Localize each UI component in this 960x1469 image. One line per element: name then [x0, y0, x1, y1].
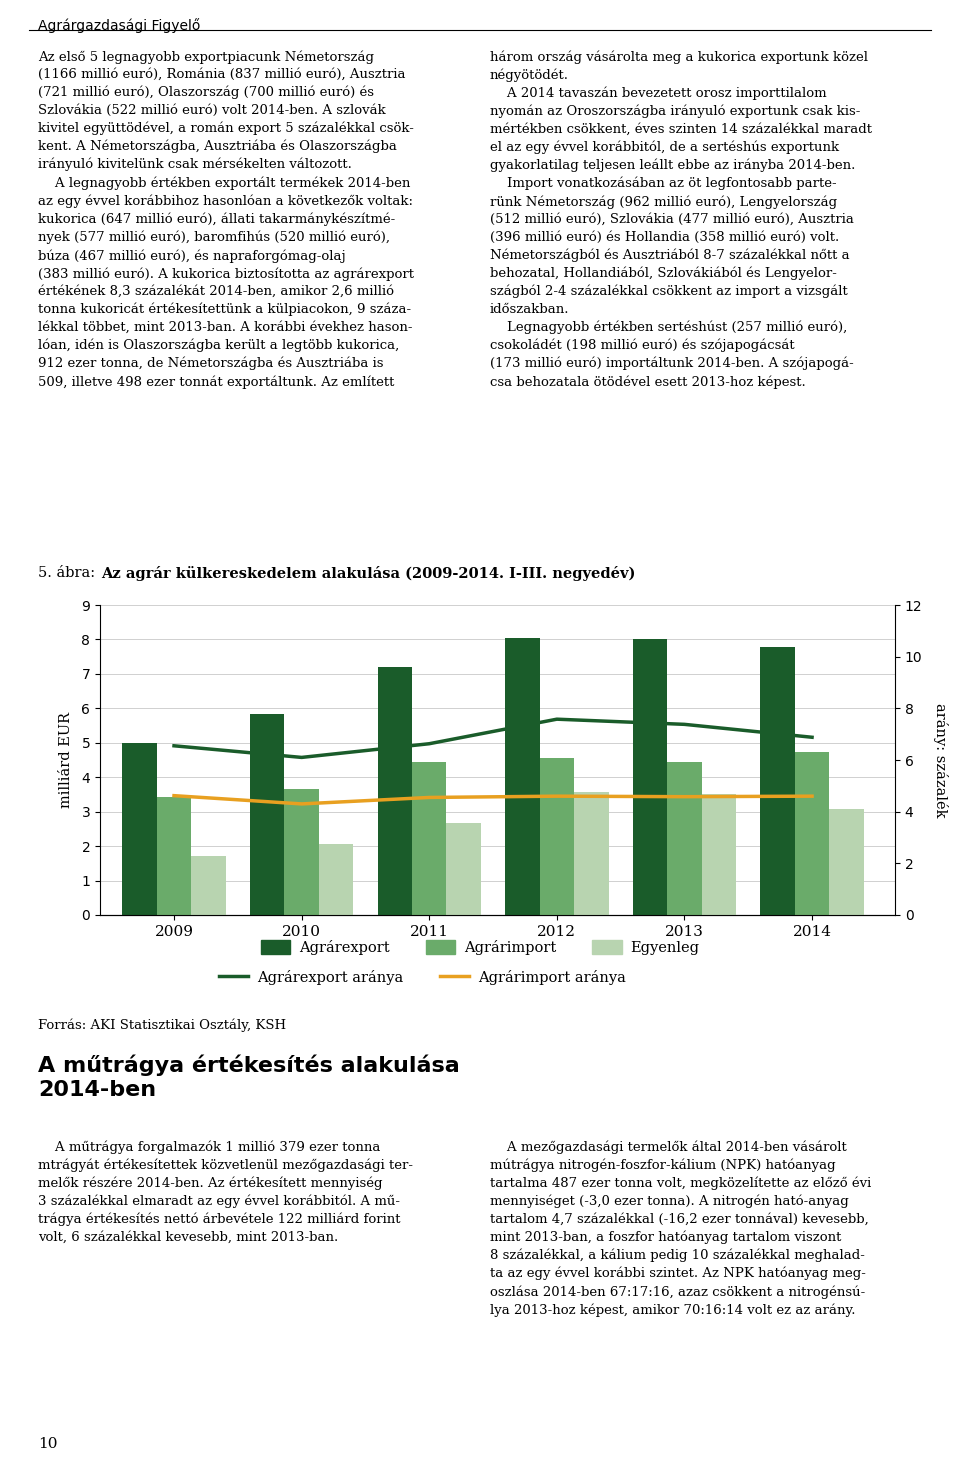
- Bar: [667, 762, 702, 915]
- Text: három ország vásárolta meg a kukorica exportunk közel
négyötödét.
    A 2014 tav: három ország vásárolta meg a kukorica ex…: [490, 50, 872, 389]
- Text: A műtrágya értékesítés alakulása
2014-ben: A műtrágya értékesítés alakulása 2014-be…: [38, 1055, 460, 1100]
- Text: 10: 10: [38, 1437, 58, 1451]
- Bar: [412, 762, 446, 915]
- Text: A műtrágya forgalmazók 1 millió 379 ezer tonna
mtrágyát értékesítettek közvetlen: A műtrágya forgalmazók 1 millió 379 ezer…: [38, 1140, 414, 1244]
- Bar: [540, 758, 574, 915]
- Text: Az első 5 legnagyobb exportpiacunk Németország
(1166 millió euró), Románia (837 : Az első 5 legnagyobb exportpiacunk Német…: [38, 50, 415, 389]
- Bar: [250, 714, 284, 915]
- Bar: [633, 639, 667, 915]
- Bar: [505, 638, 540, 915]
- Bar: [377, 667, 412, 915]
- Bar: [284, 789, 319, 915]
- Bar: [760, 646, 795, 915]
- Text: 5. ábra:: 5. ábra:: [38, 566, 100, 580]
- Text: Az agrár külkereskedelem alakulása (2009-2014. I-III. negyedév): Az agrár külkereskedelem alakulása (2009…: [101, 566, 636, 582]
- Text: Agrárgazdasági Figyelő: Agrárgazdasági Figyelő: [38, 18, 201, 32]
- Legend: Agrárexport, Agrárimport, Egyenleg: Agrárexport, Agrárimport, Egyenleg: [255, 934, 705, 961]
- Bar: [191, 856, 226, 915]
- Y-axis label: arány: százalék: arány: százalék: [933, 702, 948, 817]
- Bar: [319, 843, 353, 915]
- Bar: [702, 793, 736, 915]
- Bar: [795, 752, 829, 915]
- Bar: [122, 743, 156, 915]
- Legend: Agrárexport aránya, Agrárimport aránya: Agrárexport aránya, Agrárimport aránya: [213, 964, 632, 990]
- Text: Forrás: AKI Statisztikai Osztály, KSH: Forrás: AKI Statisztikai Osztály, KSH: [38, 1018, 286, 1031]
- Text: A mezőgazdasági termelők által 2014-ben vásárolt
mútrágya nitrogén-foszfor-káliu: A mezőgazdasági termelők által 2014-ben …: [490, 1140, 871, 1316]
- Bar: [446, 823, 481, 915]
- Y-axis label: milliárd EUR: milliárd EUR: [60, 712, 73, 808]
- Bar: [574, 792, 609, 915]
- Bar: [829, 809, 864, 915]
- Bar: [156, 798, 191, 915]
